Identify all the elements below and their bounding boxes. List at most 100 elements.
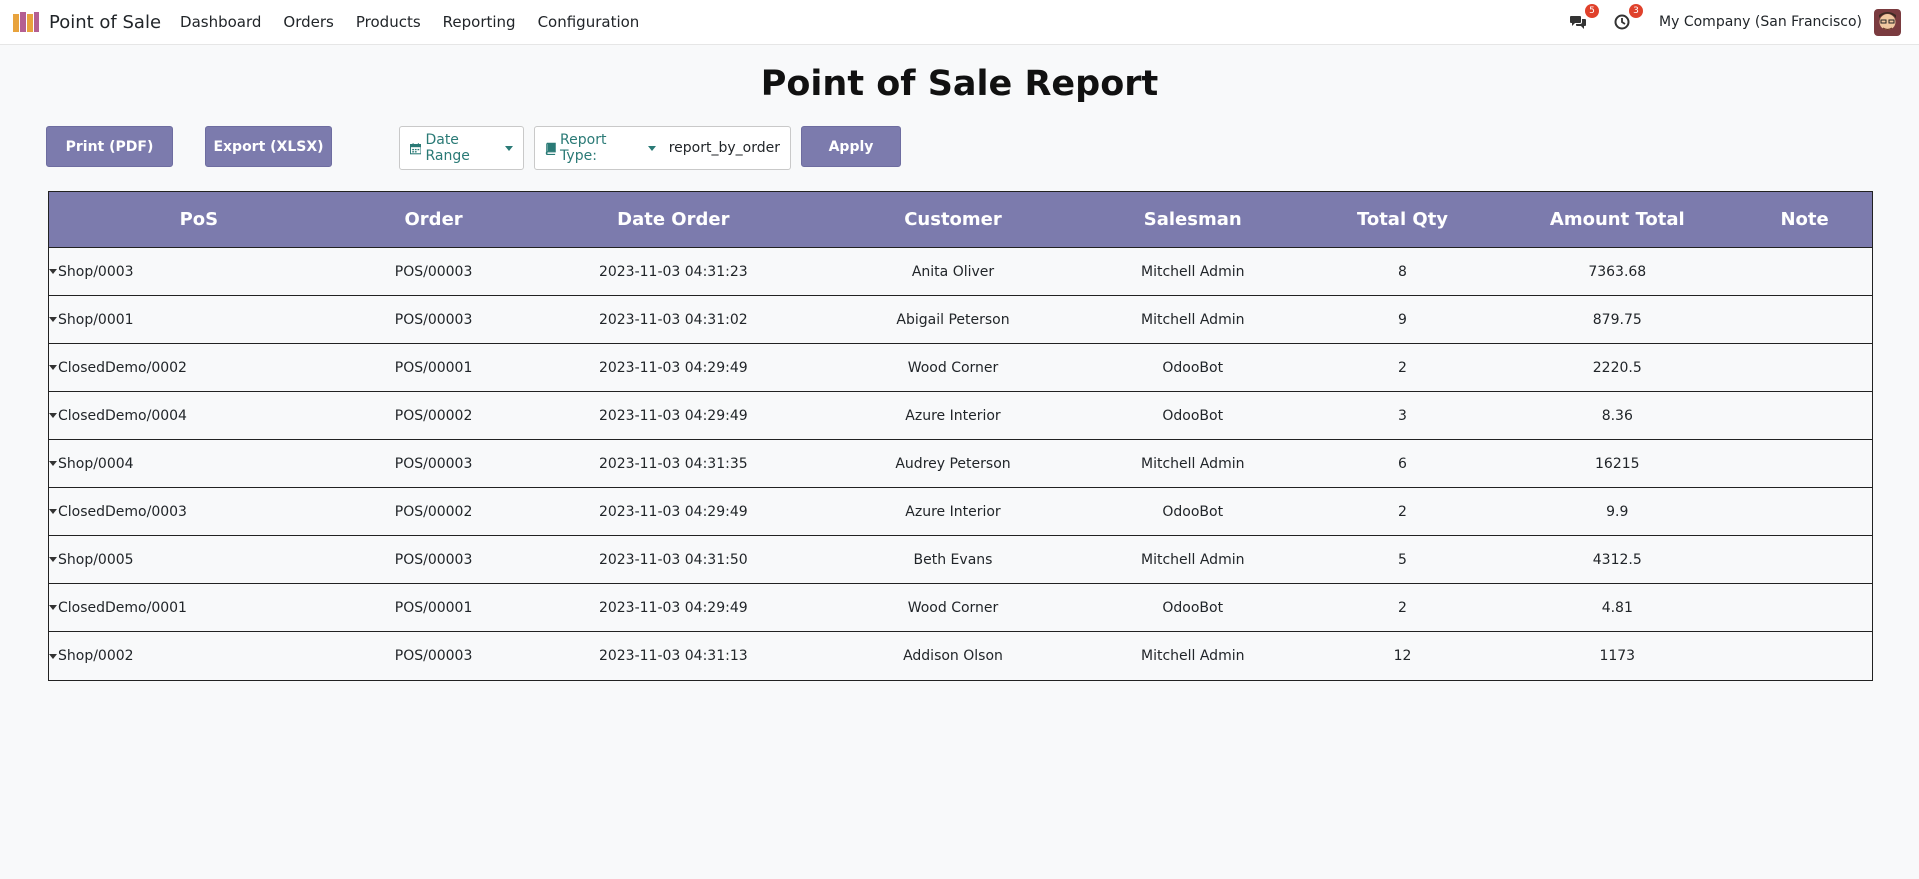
pos-cell[interactable]: ClosedDemo/0004 xyxy=(49,408,349,424)
messages-count-badge: 5 xyxy=(1585,4,1600,18)
order-cell: POS/00002 xyxy=(394,503,473,520)
date-range-label: Date Range xyxy=(425,132,470,164)
avatar-icon xyxy=(1874,8,1901,36)
export-xlsx-button[interactable]: Export (XLSX) xyxy=(205,126,332,167)
activities-button[interactable]: 3 xyxy=(1611,4,1644,33)
menu-item-dashboard[interactable]: Dashboard xyxy=(180,13,262,31)
salesman-cell: Mitchell Admin xyxy=(1140,311,1245,328)
company-switcher[interactable]: My Company (San Francisco) xyxy=(1659,14,1862,30)
pos-app-icon xyxy=(13,12,39,32)
report-type-dropdown[interactable]: Report Type: report_by_order xyxy=(534,126,791,170)
pos-name: Shop/0001 xyxy=(58,311,134,328)
table-row[interactable]: ClosedDemo/0004 POS/00002 2023-11-03 04:… xyxy=(49,392,1872,440)
order-cell: POS/00003 xyxy=(394,311,473,328)
customer-cell: Wood Corner xyxy=(907,359,999,376)
expand-caret-icon[interactable] xyxy=(49,653,57,659)
expand-caret-icon[interactable] xyxy=(49,461,57,466)
report-type-toggle: Report Type: xyxy=(545,132,656,164)
menu-item-products[interactable]: Products xyxy=(355,13,421,31)
systray: 5 3 My Company (San Francisco) xyxy=(1567,0,1919,45)
table-row[interactable]: Shop/0005 POS/00003 2023-11-03 04:31:50 … xyxy=(49,536,1872,584)
pos-cell[interactable]: Shop/0002 xyxy=(49,648,349,664)
pos-cell[interactable]: Shop/0004 xyxy=(49,456,349,472)
column-header-pos[interactable]: PoS xyxy=(179,209,219,230)
expand-caret-icon[interactable] xyxy=(49,317,57,322)
pos-name: ClosedDemo/0001 xyxy=(58,599,187,616)
amount-total-cell: 9.9 xyxy=(1606,503,1629,520)
pos-cell[interactable]: ClosedDemo/0002 xyxy=(49,360,349,376)
salesman-cell: Mitchell Admin xyxy=(1140,648,1245,664)
column-header-customer[interactable]: Customer xyxy=(904,209,1002,230)
customer-cell: Anita Oliver xyxy=(911,263,995,280)
table-row[interactable]: Shop/0001 POS/00003 2023-11-03 04:31:02 … xyxy=(49,296,1872,344)
total-qty-cell: 5 xyxy=(1398,551,1407,568)
amount-total-cell: 879.75 xyxy=(1592,311,1642,328)
order-cell: POS/00003 xyxy=(394,551,473,568)
pos-cell[interactable]: Shop/0005 xyxy=(49,552,349,568)
date-order-cell: 2023-11-03 04:29:49 xyxy=(598,359,748,376)
table-row[interactable]: Shop/0002 POS/00003 2023-11-03 04:31:13 … xyxy=(49,632,1872,680)
table-row[interactable]: ClosedDemo/0003 POS/00002 2023-11-03 04:… xyxy=(49,488,1872,536)
date-order-cell: 2023-11-03 04:29:49 xyxy=(598,599,748,616)
pos-cell[interactable]: Shop/0003 xyxy=(49,264,349,280)
amount-total-cell: 16215 xyxy=(1595,455,1640,472)
menu-item-reporting[interactable]: Reporting xyxy=(442,13,516,31)
customer-cell: Wood Corner xyxy=(907,599,999,616)
expand-caret-icon[interactable] xyxy=(49,605,57,610)
date-order-cell: 2023-11-03 04:31:02 xyxy=(598,311,748,328)
messages-button[interactable]: 5 xyxy=(1567,4,1600,33)
print-pdf-button[interactable]: Print (PDF) xyxy=(46,126,173,167)
app-brand[interactable]: Point of Sale xyxy=(12,11,161,33)
table-row[interactable]: ClosedDemo/0001 POS/00001 2023-11-03 04:… xyxy=(49,584,1872,632)
app-name: Point of Sale xyxy=(49,11,162,33)
activities-count-badge: 3 xyxy=(1629,4,1644,18)
expand-caret-icon[interactable] xyxy=(49,557,57,562)
salesman-cell: OdooBot xyxy=(1162,359,1224,376)
expand-caret-icon[interactable] xyxy=(49,365,57,370)
expand-caret-icon[interactable] xyxy=(49,509,57,514)
pos-name: ClosedDemo/0004 xyxy=(58,407,187,424)
column-header-date-order[interactable]: Date Order xyxy=(617,209,730,230)
customer-cell: Azure Interior xyxy=(905,407,1001,424)
column-header-amount-total[interactable]: Amount Total xyxy=(1549,209,1685,230)
expand-caret-icon[interactable] xyxy=(49,269,57,274)
total-qty-cell: 2 xyxy=(1398,599,1407,616)
salesman-cell: OdooBot xyxy=(1162,599,1224,616)
chevron-down-icon xyxy=(505,145,513,151)
table-row[interactable]: Shop/0004 POS/00003 2023-11-03 04:31:35 … xyxy=(49,440,1872,488)
expand-caret-icon[interactable] xyxy=(49,413,57,418)
table-row[interactable]: ClosedDemo/0002 POS/00001 2023-11-03 04:… xyxy=(49,344,1872,392)
apply-button[interactable]: Apply xyxy=(801,126,901,167)
column-header-total-qty[interactable]: Total Qty xyxy=(1356,209,1449,230)
pos-cell[interactable]: ClosedDemo/0003 xyxy=(49,504,349,520)
total-qty-cell: 3 xyxy=(1398,407,1407,424)
total-qty-cell: 9 xyxy=(1398,311,1407,328)
date-range-dropdown[interactable]: Date Range xyxy=(399,126,524,170)
column-header-salesman[interactable]: Salesman xyxy=(1143,209,1242,230)
user-avatar[interactable] xyxy=(1874,8,1901,36)
total-qty-cell: 12 xyxy=(1393,648,1412,664)
menu-item-orders[interactable]: Orders xyxy=(283,13,334,31)
table-header: PoS Order Date Order Customer Salesman T… xyxy=(49,192,1872,248)
column-header-note[interactable]: Note xyxy=(1780,209,1829,230)
pos-name: Shop/0002 xyxy=(58,648,134,664)
pos-cell[interactable]: ClosedDemo/0001 xyxy=(49,600,349,616)
report-type-value: report_by_order xyxy=(668,140,780,156)
amount-total-cell: 2220.5 xyxy=(1592,359,1642,376)
pos-name: Shop/0005 xyxy=(58,551,134,568)
order-cell: POS/00003 xyxy=(394,648,473,664)
total-qty-cell: 8 xyxy=(1398,263,1407,280)
date-order-cell: 2023-11-03 04:31:23 xyxy=(598,263,748,280)
menu-item-configuration[interactable]: Configuration xyxy=(537,13,640,31)
customer-cell: Audrey Peterson xyxy=(895,455,1011,472)
chat-icon xyxy=(1570,16,1587,29)
order-cell: POS/00002 xyxy=(394,407,473,424)
pos-cell[interactable]: Shop/0001 xyxy=(49,312,349,328)
column-header-order[interactable]: Order xyxy=(404,209,463,230)
salesman-cell: OdooBot xyxy=(1162,503,1224,520)
date-order-cell: 2023-11-03 04:29:49 xyxy=(598,407,748,424)
top-navbar: Point of Sale Dashboard Orders Products … xyxy=(0,0,1919,45)
customer-cell: Abigail Peterson xyxy=(896,311,1010,328)
table-row[interactable]: Shop/0003 POS/00003 2023-11-03 04:31:23 … xyxy=(49,248,1872,296)
order-cell: POS/00003 xyxy=(394,455,473,472)
